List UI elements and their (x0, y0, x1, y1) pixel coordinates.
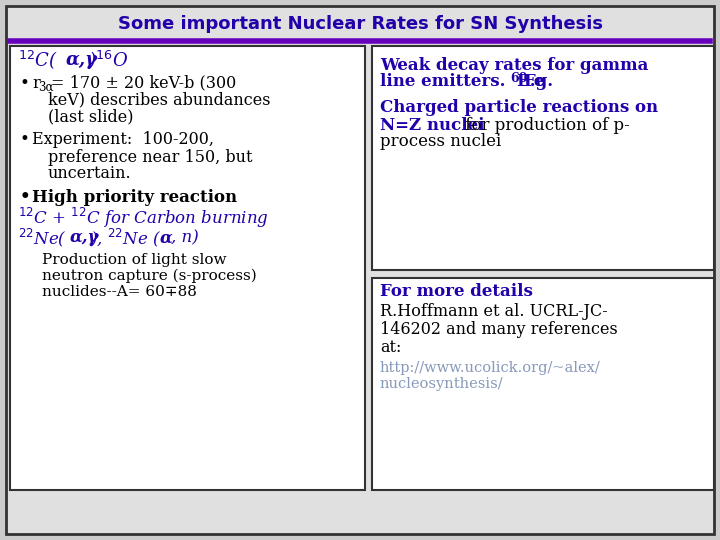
Text: line emitters.  E.g.: line emitters. E.g. (380, 73, 559, 91)
Bar (10, 46, 365, 490)
Text: $^{22}$Ne(: $^{22}$Ne( (18, 227, 67, 249)
Text: Experiment:  100-200,: Experiment: 100-200, (32, 132, 214, 148)
Bar (372, 46, 714, 270)
Text: for production of p-: for production of p- (460, 117, 630, 133)
Text: r: r (32, 75, 40, 91)
Text: , n): , n) (171, 230, 199, 246)
Text: http://www.ucolick.org/~alex/: http://www.ucolick.org/~alex/ (380, 361, 600, 375)
Text: 146202 and many references: 146202 and many references (380, 321, 618, 339)
Text: uncertain.: uncertain. (48, 165, 132, 183)
Text: α,γ: α,γ (70, 230, 99, 246)
Text: For more details: For more details (380, 284, 533, 300)
Text: 60: 60 (510, 71, 527, 84)
Text: •: • (20, 132, 30, 148)
Text: = 170 ± 20 keV-b (300: = 170 ± 20 keV-b (300 (51, 75, 236, 91)
Text: N=Z nuclei: N=Z nuclei (380, 117, 485, 133)
Text: R.Hoffmann et al. UCRL-JC-: R.Hoffmann et al. UCRL-JC- (380, 303, 608, 321)
Text: Charged particle reactions on: Charged particle reactions on (380, 99, 658, 117)
Text: High priority reaction: High priority reaction (32, 188, 237, 206)
Text: Some important Nuclear Rates for SN Synthesis: Some important Nuclear Rates for SN Synt… (117, 15, 603, 33)
Text: preference near 150, but: preference near 150, but (48, 148, 253, 165)
Text: nuclides--A= 60∓88: nuclides--A= 60∓88 (42, 285, 197, 299)
Text: neutron capture (s-process): neutron capture (s-process) (42, 269, 257, 283)
Text: $^{12}$C + $^{12}$C for Carbon burning: $^{12}$C + $^{12}$C for Carbon burning (18, 206, 269, 230)
Text: α,γ: α,γ (66, 51, 98, 69)
Text: keV) describes abundances: keV) describes abundances (48, 91, 271, 109)
Text: Production of light slow: Production of light slow (42, 253, 227, 267)
Text: •: • (20, 75, 30, 91)
Text: •: • (20, 188, 31, 206)
Text: at:: at: (380, 340, 401, 356)
Text: 3α: 3α (38, 80, 53, 93)
Text: )$^{16}$O: )$^{16}$O (88, 49, 128, 71)
Text: process nuclei: process nuclei (380, 133, 501, 151)
Text: (last slide): (last slide) (48, 109, 133, 125)
Text: $^{12}$C(: $^{12}$C( (18, 49, 58, 71)
Text: nucleosynthesis/: nucleosynthesis/ (380, 377, 503, 391)
Text: Fe: Fe (523, 73, 544, 91)
Bar (372, 278, 714, 490)
Text: α: α (160, 230, 173, 246)
Text: Weak decay rates for gamma: Weak decay rates for gamma (380, 57, 649, 73)
Text: ), $^{22}$Ne (: ), $^{22}$Ne ( (90, 227, 161, 249)
